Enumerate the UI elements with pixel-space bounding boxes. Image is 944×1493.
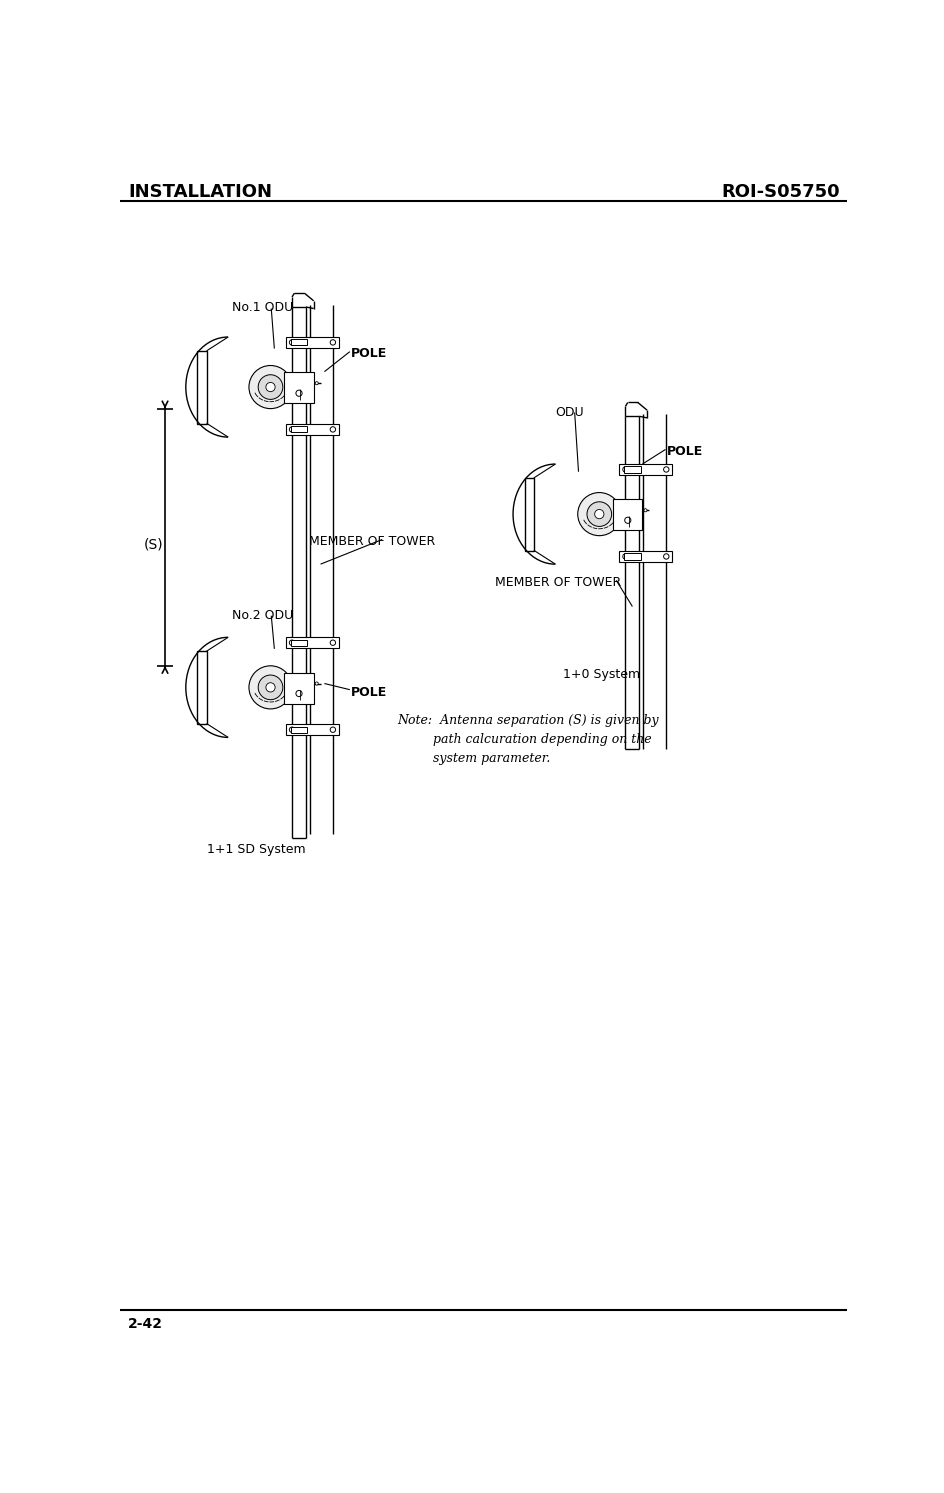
Circle shape bbox=[330, 727, 335, 733]
Circle shape bbox=[623, 554, 628, 560]
Bar bbox=[286, 424, 339, 434]
Bar bbox=[284, 673, 313, 703]
Circle shape bbox=[315, 382, 318, 385]
Bar bbox=[624, 554, 641, 560]
Bar bbox=[291, 427, 308, 433]
Circle shape bbox=[330, 427, 335, 431]
Circle shape bbox=[664, 554, 669, 560]
Circle shape bbox=[249, 366, 292, 409]
Circle shape bbox=[266, 382, 275, 391]
Circle shape bbox=[330, 640, 335, 645]
Text: POLE: POLE bbox=[351, 685, 388, 699]
Bar bbox=[197, 351, 207, 424]
Text: Note:  Antenna separation (S) is given by
         path calcuration depending on: Note: Antenna separation (S) is given by… bbox=[396, 714, 658, 766]
Text: MEMBER OF TOWER: MEMBER OF TOWER bbox=[309, 534, 435, 548]
Circle shape bbox=[259, 675, 283, 700]
Circle shape bbox=[625, 517, 631, 524]
Circle shape bbox=[290, 640, 295, 645]
Circle shape bbox=[330, 340, 335, 345]
Circle shape bbox=[266, 682, 275, 691]
Text: 1+1 SD System: 1+1 SD System bbox=[207, 844, 305, 855]
Bar bbox=[614, 500, 643, 530]
Text: INSTALLATION: INSTALLATION bbox=[128, 184, 272, 202]
Bar bbox=[197, 651, 207, 724]
Text: (S): (S) bbox=[143, 537, 163, 551]
Circle shape bbox=[664, 467, 669, 472]
Bar bbox=[619, 464, 672, 475]
Circle shape bbox=[315, 682, 318, 685]
Bar bbox=[525, 478, 534, 551]
Circle shape bbox=[249, 666, 292, 709]
Circle shape bbox=[578, 493, 621, 536]
Circle shape bbox=[644, 509, 647, 512]
Circle shape bbox=[290, 727, 295, 733]
Text: POLE: POLE bbox=[351, 346, 388, 360]
Circle shape bbox=[290, 427, 295, 431]
Text: No.1 ODU: No.1 ODU bbox=[232, 300, 294, 314]
Text: MEMBER OF TOWER: MEMBER OF TOWER bbox=[496, 576, 621, 588]
Bar bbox=[286, 337, 339, 348]
Bar bbox=[619, 551, 672, 561]
Text: No.2 ODU: No.2 ODU bbox=[232, 609, 294, 621]
Circle shape bbox=[587, 502, 612, 527]
Bar bbox=[624, 466, 641, 472]
Text: POLE: POLE bbox=[667, 445, 703, 458]
Bar bbox=[291, 639, 308, 646]
Text: 2-42: 2-42 bbox=[128, 1317, 163, 1332]
Text: 1+0 System: 1+0 System bbox=[564, 667, 640, 681]
Text: ODU: ODU bbox=[555, 406, 584, 420]
Circle shape bbox=[259, 375, 283, 400]
Circle shape bbox=[595, 509, 604, 518]
Bar bbox=[284, 372, 313, 403]
Circle shape bbox=[290, 340, 295, 345]
Bar bbox=[291, 727, 308, 733]
Bar bbox=[291, 339, 308, 345]
Circle shape bbox=[623, 467, 628, 472]
Text: ROI-S05750: ROI-S05750 bbox=[721, 184, 839, 202]
Bar bbox=[286, 724, 339, 735]
Circle shape bbox=[295, 390, 302, 396]
Bar bbox=[286, 638, 339, 648]
Circle shape bbox=[295, 690, 302, 697]
